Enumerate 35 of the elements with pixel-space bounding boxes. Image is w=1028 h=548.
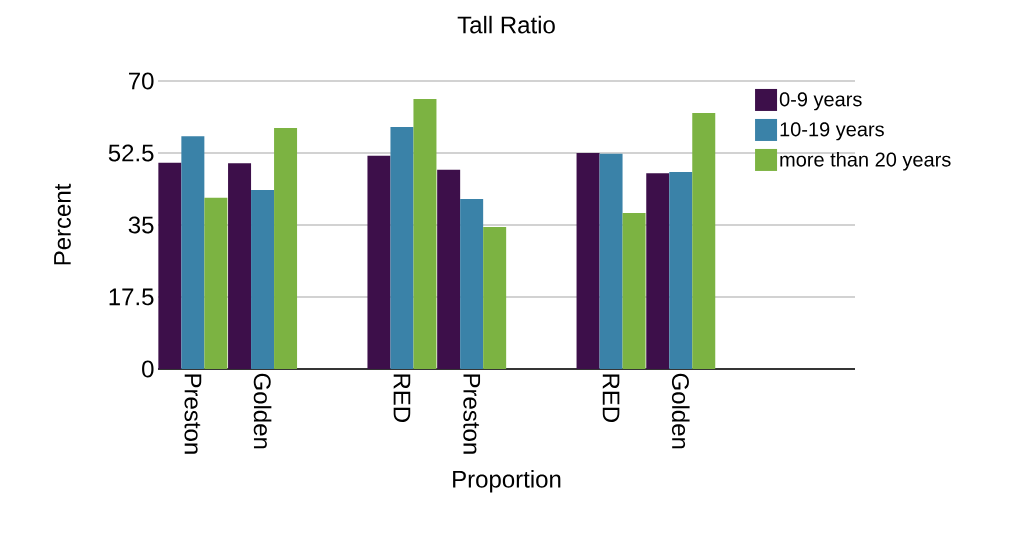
bar bbox=[437, 169, 461, 369]
y-tick-label: 35 bbox=[128, 216, 154, 234]
bar bbox=[390, 127, 414, 369]
x-tick-label: Golden bbox=[671, 373, 690, 449]
y-tick-label: 52.5 bbox=[108, 144, 154, 162]
bar bbox=[646, 173, 670, 369]
bar bbox=[576, 152, 600, 369]
x-tick-label: Preston bbox=[184, 374, 202, 454]
bar bbox=[274, 127, 298, 369]
x-axis-title: Proportion bbox=[453, 470, 561, 493]
bar bbox=[460, 199, 484, 369]
bar bbox=[158, 162, 182, 369]
y-tick-label: 0 bbox=[142, 360, 154, 378]
legend-label: more than 20 years bbox=[780, 151, 951, 171]
bar bbox=[692, 113, 716, 369]
bar bbox=[483, 227, 507, 369]
bar bbox=[413, 99, 437, 369]
x-tick-label: RED bbox=[602, 374, 620, 423]
bar bbox=[204, 197, 228, 369]
bar bbox=[622, 213, 646, 369]
bar bbox=[669, 171, 693, 369]
y-axis-title: Percent bbox=[54, 183, 71, 265]
bar bbox=[251, 190, 275, 369]
bar bbox=[228, 163, 252, 369]
bar bbox=[181, 136, 205, 369]
legend-label: 0-9 years bbox=[779, 92, 862, 111]
y-tick-label: 17.5 bbox=[109, 288, 154, 306]
bar bbox=[599, 153, 623, 369]
x-tick-label: RED bbox=[393, 374, 411, 423]
y-tick-label: 70 bbox=[129, 72, 154, 90]
x-tick-label: Golden bbox=[253, 373, 272, 449]
bar bbox=[367, 155, 391, 369]
legend-label: 10-19 years bbox=[780, 122, 884, 141]
x-tick-label: Preston bbox=[463, 374, 481, 454]
chart-title: Tall Ratio bbox=[457, 15, 555, 34]
